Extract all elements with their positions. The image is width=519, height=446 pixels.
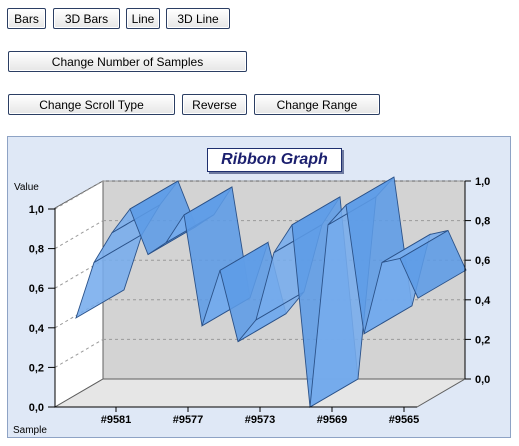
ribbon-chart-panel: 0,0 0,0 0,2 0,2 0,4 0,4 0,6 0,6 0,8 0,8 1,0 1,0 #958… [7,136,511,438]
change-range-button[interactable]: Change Range [254,94,380,115]
x-tick-label: #9577 [173,414,204,426]
y-tick-label-left: 1,0 [29,204,44,216]
line-button[interactable]: Line [126,8,160,29]
y-tick-label-left: 0,8 [29,244,44,256]
chart-plot: 0,0 0,0 0,2 0,2 0,4 0,4 0,6 0,6 0,8 0,8 1,0 1,0 #958… [13,176,491,436]
floor [53,378,467,408]
y-tick-label-left: 0,0 [29,402,44,414]
ribbon-segment [399,229,467,299]
y-tick-label-left: 0,2 [29,362,44,374]
chart-title: Ribbon Graph [207,148,342,172]
y-tick-label-right: 0,8 [475,216,490,228]
bars-button[interactable]: Bars [7,8,46,29]
y-axis-title: Value [14,182,39,193]
change-number-of-samples-button[interactable]: Change Number of Samples [8,51,247,72]
reverse-button[interactable]: Reverse [182,94,247,115]
3d-line-button[interactable]: 3D Line [166,8,230,29]
y-tick-label-right: 0,0 [475,374,490,386]
x-tick-label: #9569 [317,414,348,426]
3d-bars-button[interactable]: 3D Bars [53,8,120,29]
x-axis-title: Sample [13,425,47,436]
y-tick-label-right: 0,6 [475,255,490,267]
y-tick-label-left: 0,4 [29,323,45,335]
x-tick-label: #9565 [389,414,420,426]
y-tick-label-right: 0,2 [475,334,490,346]
x-tick-label: #9581 [101,414,132,426]
change-scroll-type-button[interactable]: Change Scroll Type [8,94,175,115]
y-tick-label-left: 0,6 [29,283,44,295]
y-tick-label-right: 0,4 [475,295,491,307]
x-tick-label: #9573 [245,414,276,426]
y-tick-label-right: 1,0 [475,176,490,188]
